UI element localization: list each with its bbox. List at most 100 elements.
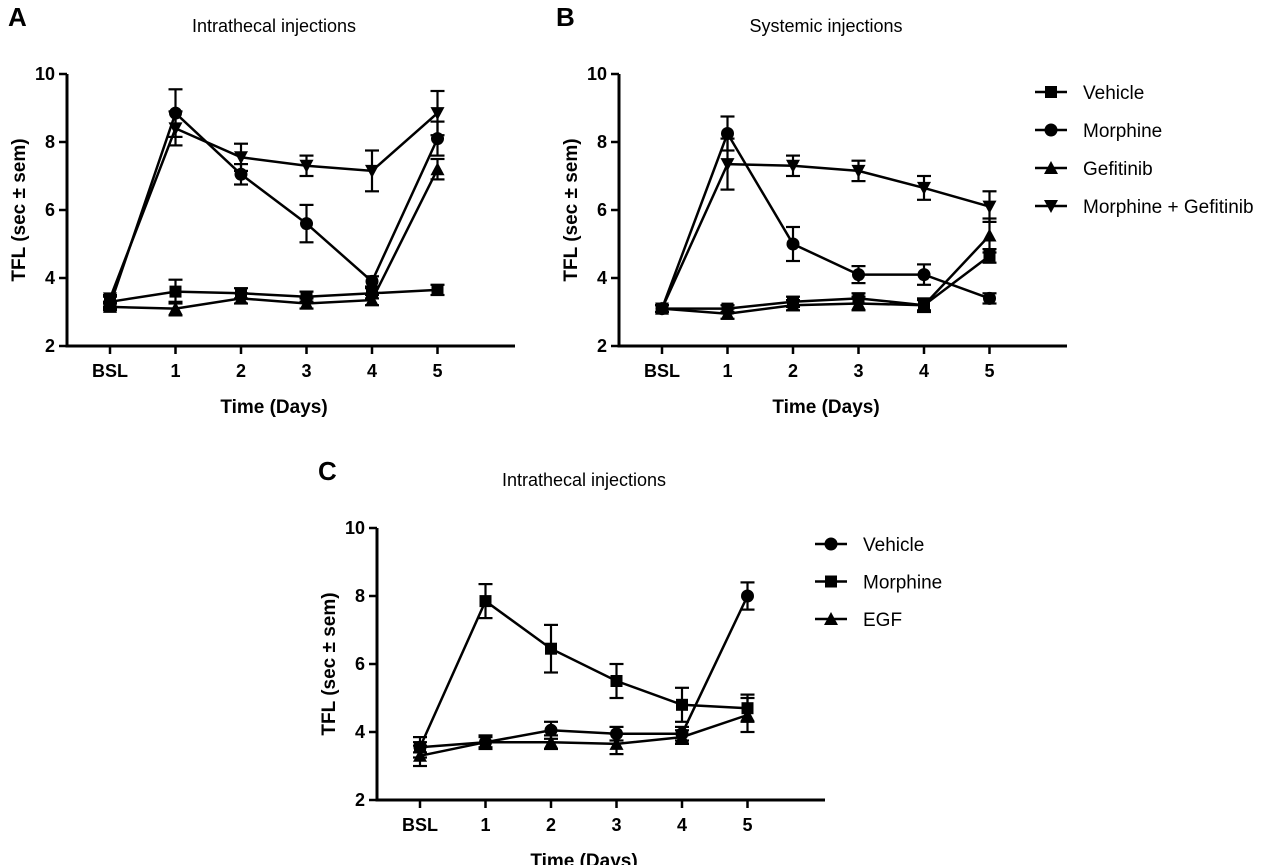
panel-a-series-vehicle-point — [431, 283, 444, 296]
legend-c-item-vehicle-label: Vehicle — [863, 535, 924, 556]
panel-b-series-morphine-point — [721, 127, 734, 140]
legend-c-item-egf-label: EGF — [863, 610, 902, 631]
panel-b-series-morphine-line — [660, 130, 990, 310]
panel-c-series-egf-point — [609, 736, 624, 750]
panel-b-x-tick-label: 3 — [853, 361, 863, 381]
panel-a-x-tick-label: 3 — [301, 361, 311, 381]
panel-b-series-morphine-gefitinib-line — [660, 162, 990, 310]
panel-c-series-egf-point — [413, 748, 427, 762]
panel-a-x-tick-label: 2 — [236, 361, 246, 381]
legend-ab-item-morphine-gefitinib-marker — [1044, 200, 1058, 213]
panel-a-x-tick-label: BSL — [92, 361, 128, 381]
panel-b-series-gefitinib-point — [982, 228, 997, 242]
panel-a-series-gefitinib-point — [168, 301, 183, 315]
legend-ab-item-morphine-marker — [1044, 123, 1058, 137]
panel-c-y-tick-label: 10 — [345, 518, 365, 538]
panel-a-y-axis-title: TFL (sec ± sem) — [9, 138, 30, 281]
panel-a: A Intrathecal injections 2 4 6 8 10 BSL 1 2 3 4 5 Tim… — [8, 2, 515, 418]
panel-c-series-egf-line — [419, 713, 748, 758]
panel-c-y-tick-label: 4 — [355, 722, 365, 742]
panel-b-series-morphine-point — [983, 291, 996, 305]
legend-ab-item-vehicle: Vehicle — [1035, 83, 1144, 104]
panel-b-y-tick-label: 2 — [597, 336, 607, 356]
legend-ab: Vehicle Morphine Gefitinib Morphine + Gefit… — [1035, 83, 1254, 218]
panel-b-series-vehicle-line — [662, 254, 991, 310]
panel-c-series-morphine-line — [418, 599, 748, 748]
panel-b-y-tick-label: 8 — [597, 132, 607, 152]
panel-c-series-egf-point — [544, 735, 558, 749]
panel-c-x-axis-title: Time (Days) — [530, 851, 637, 865]
panel-c-letter: C — [318, 456, 337, 486]
panel-c-y-tick-label: 6 — [355, 654, 365, 674]
panel-c-series-vehicle-line — [419, 595, 749, 749]
panel-b: B Systemic injections 2 4 6 8 10 BSL 1 2 3 4 5 Time (… — [556, 2, 1067, 418]
panel-a-series-morphine-gefitinib-point — [365, 164, 379, 178]
panel-b-series-morphine-gefitinib-point — [982, 200, 997, 214]
panel-a-series-gefitinib — [103, 157, 445, 317]
panel-c-x-tick-label: 1 — [480, 815, 490, 835]
panel-b-series-gefitinib-line — [661, 234, 991, 315]
legend-c: Vehicle Morphine EGF — [815, 535, 942, 631]
panel-a-series-morphine-line — [108, 110, 439, 306]
panel-c-series-morphine-point — [479, 595, 492, 608]
panel-b-series-gefitinib-point — [786, 298, 800, 312]
panel-b-series-gefitinib-point — [851, 296, 866, 310]
panel-b-series-gefitinib-point — [720, 306, 735, 320]
panel-a-series-morphine-gefitinib-line — [108, 112, 439, 299]
panel-a-series-morphine-point — [300, 217, 313, 231]
panel-b-letter: B — [556, 2, 575, 32]
panel-b-series-morphine — [655, 115, 997, 316]
panel-b-x-tick-label: 2 — [788, 361, 798, 381]
panel-c-x-tick-label: 4 — [677, 815, 687, 835]
legend-c-item-morphine: Morphine — [815, 573, 942, 594]
panel-b-series-morphine-gefitinib-point — [655, 302, 669, 316]
panel-c-y-axis-title: TFL (sec ± sem) — [319, 592, 340, 735]
panel-a-x-axis-title: Time (Days) — [220, 397, 327, 418]
panel-a-series-vehicle-line — [109, 288, 438, 304]
panel-c-x-tick-label: BSL — [402, 815, 438, 835]
panel-c-series-egf-point — [478, 735, 493, 749]
legend-ab-item-gefitinib: Gefitinib — [1035, 159, 1153, 180]
panel-a-x-tick-label: 4 — [367, 361, 377, 381]
panel-c-series-morphine-point — [545, 642, 557, 655]
panel-a-series-gefitinib-line — [109, 168, 439, 310]
panel-a-series-gefitinib-point — [103, 299, 117, 313]
panel-b-series-gefitinib-point — [917, 298, 931, 312]
panel-a-y-tick-label: 10 — [35, 64, 55, 84]
panel-b-series-morphine-point — [786, 237, 800, 251]
panel-a-y-tick-label: 2 — [45, 336, 55, 356]
panel-a-y-tick-label: 4 — [45, 268, 55, 288]
legend-c-item-egf: EGF — [815, 610, 902, 631]
legend-c-item-egf-marker — [824, 612, 838, 625]
panel-c-y-tick-label: 8 — [355, 586, 365, 606]
panel-b-x-tick-label: BSL — [644, 361, 680, 381]
panel-b-x-axis-title: Time (Days) — [772, 397, 879, 418]
panel-b-x-tick-label: 4 — [919, 361, 929, 381]
panel-a-series-morphine-gefitinib — [103, 89, 445, 306]
panel-b-series-morphine-gefitinib-point — [720, 158, 735, 172]
panel-a-x-tick-label: 1 — [170, 361, 180, 381]
legend-ab-item-vehicle-label: Vehicle — [1083, 83, 1144, 104]
panel-c-series-morphine-point — [676, 698, 688, 711]
panel-c: C Intrathecal injections 2 4 6 8 10 BSL 1 2 3 4 5 Tim… — [318, 456, 825, 865]
panel-a-series-vehicle — [103, 278, 445, 308]
legend-ab-item-gefitinib-marker — [1044, 161, 1058, 174]
panel-a-series-morphine — [103, 88, 445, 312]
panel-a-series-morphine-gefitinib-point — [234, 151, 248, 165]
panel-a-series-morphine-gefitinib-point — [430, 107, 445, 121]
panel-a-title: Intrathecal injections — [192, 16, 356, 36]
panel-b-y-axis-title: TFL (sec ± sem) — [561, 138, 582, 281]
legend-c-item-vehicle: Vehicle — [815, 535, 924, 556]
panel-b-series-gefitinib — [655, 217, 997, 320]
panel-c-y-tick-label: 2 — [355, 790, 365, 810]
panel-c-series-vehicle — [413, 581, 755, 754]
panel-c-x-tick-label: 3 — [611, 815, 621, 835]
panel-b-y-tick-label: 6 — [597, 200, 607, 220]
panel-b-y-tick-label: 10 — [587, 64, 607, 84]
panel-a-series-morphine-gefitinib-point — [299, 159, 314, 173]
panel-c-title: Intrathecal injections — [502, 470, 666, 490]
panel-a-series-vehicle-point — [169, 285, 182, 298]
panel-a-series-gefitinib-point — [430, 162, 445, 176]
panel-c-series-vehicle-point — [544, 723, 558, 737]
